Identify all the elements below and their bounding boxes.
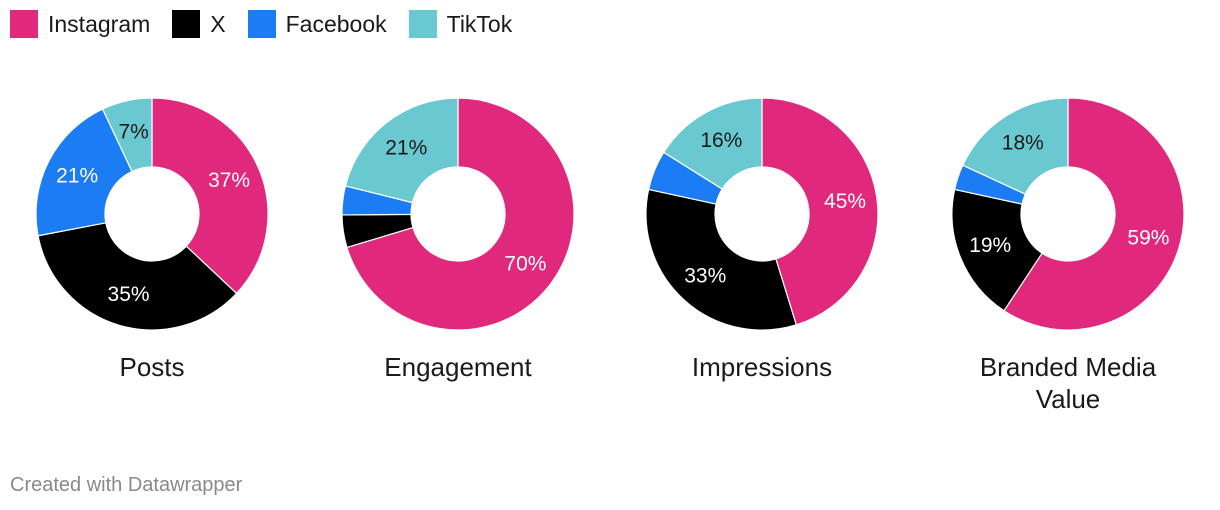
footer-credit: Created with Datawrapper [10, 474, 243, 496]
data-label-branded-media-value-instagram: 59% [1127, 227, 1169, 250]
chart-title-engagement: Engagement [384, 352, 532, 382]
donut-impressions: 45% 33% 16% Impressions [645, 97, 879, 382]
legend-label-tiktok: TikTok [446, 10, 513, 37]
legend-item-tiktok: TikTok [408, 10, 513, 38]
legend-item-instagram: Instagram [10, 10, 150, 38]
data-label-impressions-instagram: 45% [824, 190, 866, 213]
slice-posts-x [37, 222, 238, 331]
legend-swatch-facebook [247, 10, 276, 38]
donut-posts: 37% 35% 21% 7% Posts [35, 97, 269, 382]
legend-label-instagram: Instagram [48, 10, 151, 37]
data-label-posts-tiktok: 7% [118, 121, 148, 144]
data-label-posts-x: 35% [108, 283, 150, 306]
chart-title-impressions: Impressions [692, 352, 832, 382]
slice-impressions-x [645, 188, 798, 331]
chart-title-branded-media-value-line-1: Branded Media [980, 352, 1157, 382]
data-label-posts-facebook: 21% [56, 164, 98, 187]
legend-label-x: X [210, 10, 226, 37]
slice-posts-facebook [35, 108, 133, 237]
chart-title-posts: Posts [119, 352, 184, 382]
data-label-posts-instagram: 37% [208, 169, 250, 192]
slice-posts-instagram [151, 97, 269, 295]
slice-engagement-tiktok [344, 97, 459, 204]
legend-item-facebook: Facebook [247, 10, 387, 38]
slice-branded-media-value-x [951, 188, 1043, 312]
data-label-branded-media-value-x: 19% [969, 234, 1011, 257]
data-label-branded-media-value-tiktok: 18% [1002, 132, 1044, 155]
slice-posts-tiktok [101, 97, 153, 173]
slice-impressions-tiktok [662, 97, 763, 190]
data-label-engagement-instagram: 70% [504, 253, 546, 276]
data-label-impressions-tiktok: 16% [700, 129, 742, 152]
donut-charts: 37% 35% 21% 7% Posts 70% 21% Engagement 45% 33% 16… [35, 97, 1185, 414]
slice-impressions-instagram [761, 97, 879, 326]
slice-branded-media-value-instagram [1003, 97, 1185, 331]
donut-engagement: 70% 21% Engagement [341, 97, 575, 382]
slice-engagement-instagram [346, 97, 575, 331]
data-label-impressions-x: 33% [684, 264, 726, 287]
data-label-engagement-tiktok: 21% [385, 136, 427, 159]
legend-swatch-x [172, 10, 201, 38]
legend: Instagram X Facebook TikTok [10, 8, 512, 40]
legend-swatch-tiktok [408, 10, 437, 38]
legend-item-x: X [172, 10, 226, 38]
slice-branded-media-value-tiktok [961, 97, 1069, 196]
legend-swatch-instagram [10, 10, 38, 38]
chart-title-branded-media-value-line-2: Value [1036, 384, 1101, 414]
legend-label-facebook: Facebook [285, 10, 387, 37]
